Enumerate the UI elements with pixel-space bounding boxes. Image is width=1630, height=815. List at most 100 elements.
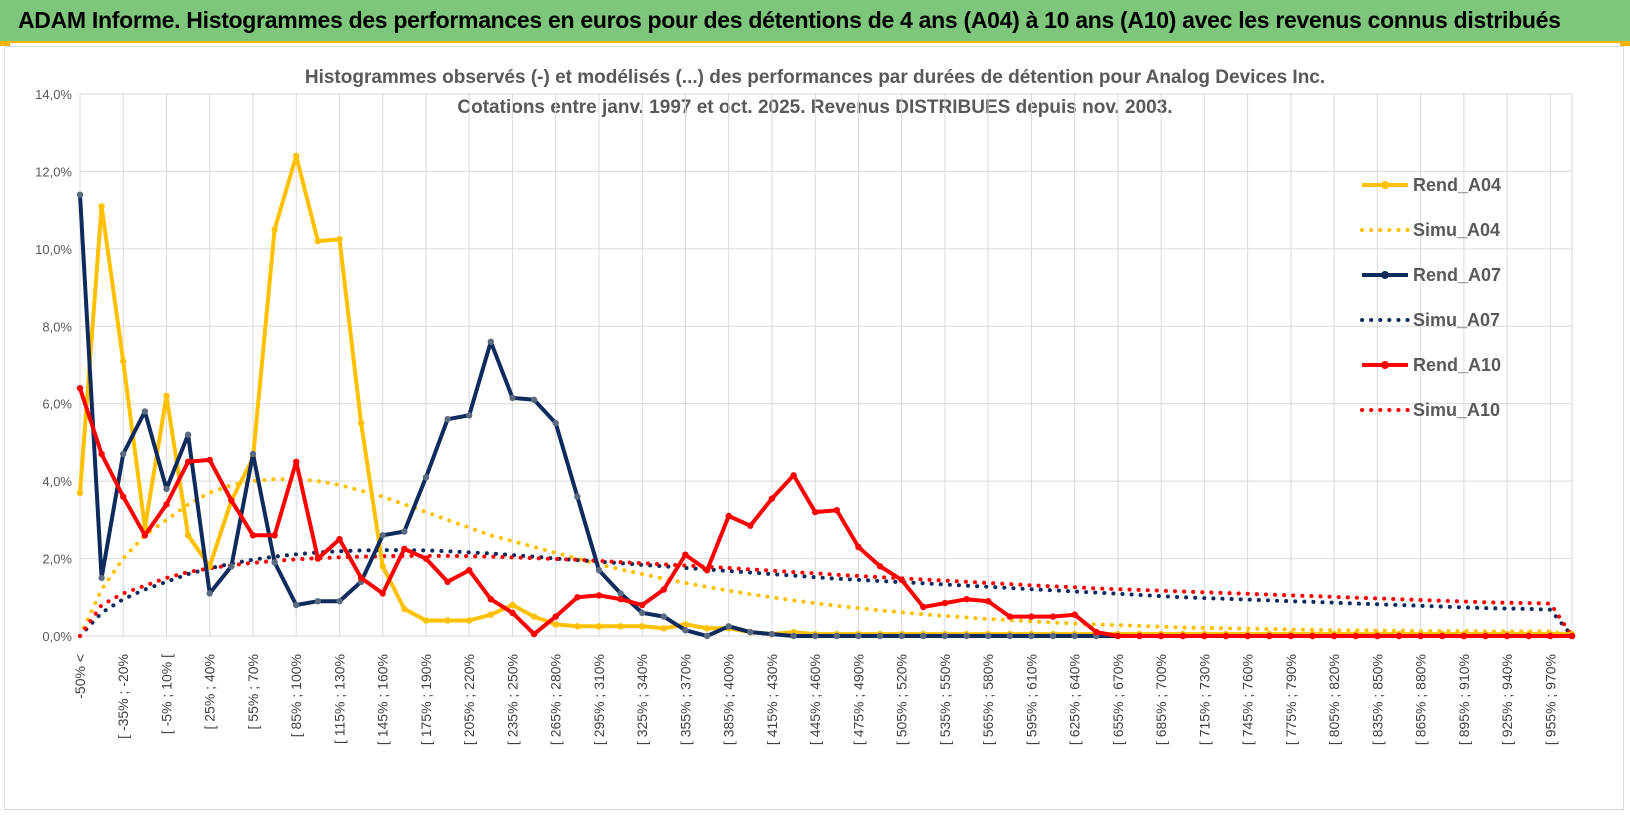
point-Rend_A10 (509, 609, 516, 616)
point-Rend_A07 (812, 632, 819, 640)
point-Rend_A10 (855, 543, 862, 551)
point-Rend_A04 (703, 625, 711, 632)
point-Rend_A10 (1460, 632, 1468, 640)
point-Rend_A10 (1568, 632, 1576, 640)
report-banner: ADAM Informe. Histogrammes des performan… (0, 0, 1630, 43)
x-tick-label: [ 265% ; 280% (548, 654, 564, 745)
y-tick-label: 4,0% (42, 474, 72, 489)
point-Rend_A04 (184, 532, 192, 539)
point-Rend_A10 (1049, 613, 1057, 620)
point-Rend_A10 (1158, 632, 1165, 640)
series-Rend_A07 (76, 191, 1576, 640)
point-Rend_A07 (509, 394, 516, 402)
point-Rend_A10 (422, 555, 430, 562)
point-Rend_A10 (812, 508, 819, 516)
point-Rend_A07 (401, 528, 408, 535)
x-tick-label: [ 475% ; 490% (850, 654, 866, 745)
point-Rend_A10 (876, 563, 884, 570)
point-Rend_A10 (401, 545, 408, 553)
point-Rend_A04 (293, 152, 300, 160)
point-Rend_A10 (660, 586, 667, 593)
point-Rend_A04 (530, 613, 538, 620)
point-Rend_A10 (228, 497, 235, 504)
point-Rend_A10 (574, 594, 581, 601)
point-Rend_A10 (120, 493, 127, 500)
point-Rend_A10 (76, 385, 84, 392)
point-Rend_A07 (1049, 632, 1057, 640)
legend-item-Simu_A10: Simu_A10 (1360, 400, 1500, 420)
legend-item-Simu_A07: Simu_A07 (1360, 310, 1500, 330)
point-Rend_A07 (336, 598, 343, 605)
point-Rend_A07 (379, 532, 386, 539)
point-Rend_A07 (76, 191, 84, 198)
point-Rend_A04 (639, 623, 646, 630)
series-Simu_A07 (78, 548, 1574, 638)
point-Rend_A10 (357, 574, 365, 582)
point-Rend_A07 (574, 493, 581, 500)
point-Rend_A10 (249, 532, 257, 539)
point-Rend_A07 (617, 590, 624, 597)
point-Rend_A07 (184, 431, 192, 438)
y-axis-tick-labels: 0,0% 2,0% 4,0% 6,0% 8,0% 10,0% 12,0% 14,0% (35, 87, 72, 644)
point-Rend_A10 (1222, 632, 1230, 640)
series-Simu_A04 (78, 477, 1574, 638)
point-Rend_A10 (985, 598, 992, 605)
point-Rend_A10 (920, 603, 927, 611)
point-Rend_A10 (1071, 611, 1078, 618)
point-Rend_A10 (1136, 632, 1143, 640)
point-Rend_A10 (1114, 632, 1122, 640)
x-tick-label: [ 355% ; 370% (677, 654, 693, 745)
point-Rend_A07 (660, 613, 667, 620)
point-Rend_A10 (314, 555, 322, 562)
point-Rend_A07 (293, 601, 300, 609)
point-Rend_A04 (552, 621, 559, 628)
report-title: ADAM Informe. Histogrammes des performan… (18, 7, 1561, 33)
point-Rend_A10 (1330, 632, 1338, 640)
point-Rend_A07 (855, 632, 862, 640)
line-Rend_A07 (78, 194, 1572, 638)
point-Rend_A07 (747, 628, 754, 636)
point-Rend_A10 (898, 576, 905, 584)
point-Rend_A10 (1093, 628, 1100, 636)
point-Rend_A10 (833, 507, 840, 514)
point-Rend_A04 (98, 203, 105, 210)
x-tick-label: [ 565% ; 580% (980, 654, 996, 745)
point-Rend_A07 (141, 408, 149, 415)
x-tick-label: [ 235% ; 250% (504, 654, 520, 745)
point-Rend_A10 (530, 630, 538, 638)
point-Rend_A10 (1547, 632, 1554, 640)
x-tick-label: -50% < (72, 654, 88, 699)
line-Simu_A10 (78, 553, 1574, 638)
point-Rend_A10 (1417, 632, 1424, 640)
legend-label: Rend_A10 (1413, 355, 1501, 375)
point-Rend_A10 (768, 495, 776, 502)
point-Rend_A04 (487, 611, 494, 618)
point-Rend_A07 (271, 559, 278, 566)
point-Rend_A10 (1503, 632, 1511, 640)
point-Rend_A04 (163, 392, 170, 400)
point-Rend_A07 (725, 623, 732, 630)
point-Rend_A10 (1482, 632, 1489, 640)
point-Rend_A07 (206, 590, 213, 597)
point-Rend_A07 (682, 627, 689, 634)
point-Rend_A04 (595, 623, 603, 630)
point-Rend_A07 (985, 632, 992, 640)
point-Rend_A07 (1071, 632, 1078, 640)
x-tick-label: [ 895% ; 910% (1456, 654, 1472, 745)
x-tick-label: [ 685% ; 700% (1153, 654, 1169, 745)
point-Rend_A04 (660, 625, 667, 632)
point-Rend_A04 (76, 489, 84, 496)
point-Rend_A07 (941, 632, 949, 640)
point-Rend_A07 (639, 609, 646, 616)
x-tick-label: [ 625% ; 640% (1067, 654, 1083, 745)
banner-accent-right (1620, 43, 1630, 46)
point-Rend_A04 (314, 237, 322, 245)
legend-label: Simu_A07 (1413, 310, 1500, 330)
point-Rend_A10 (487, 596, 494, 603)
x-tick-label: [ 385% ; 400% (721, 654, 737, 745)
point-Rend_A10 (963, 596, 970, 603)
point-Rend_A10 (206, 456, 213, 464)
series-Simu_A10 (78, 553, 1574, 638)
y-tick-label: 6,0% (42, 397, 72, 412)
point-Rend_A10 (682, 551, 689, 558)
